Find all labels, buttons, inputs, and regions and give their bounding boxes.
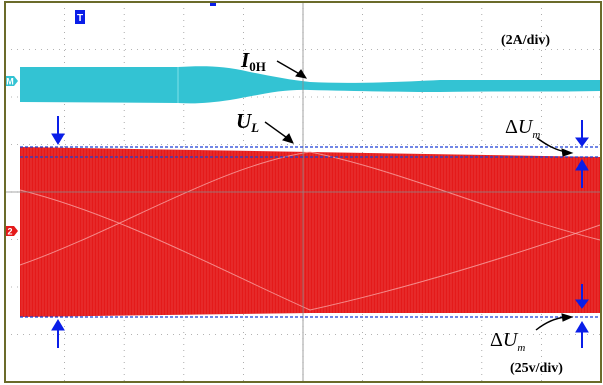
arrow-right-bottom-up	[575, 321, 589, 348]
top-edge-marker	[210, 2, 216, 6]
svg-text:T: T	[77, 13, 83, 24]
label-i0h-pointer	[276, 60, 308, 79]
trigger-marker: T	[75, 10, 85, 24]
delta-top-pointer	[536, 137, 574, 157]
arrow-right-top-up	[575, 159, 589, 188]
scale-label-voltage: (25v/div)	[510, 361, 563, 376]
arrow-right-top-down	[575, 120, 589, 147]
current-trace-i0h	[20, 66, 600, 104]
channel-marker-m-text: M	[6, 77, 14, 87]
channel-marker-m: M	[5, 76, 18, 87]
channel-marker-2: 2	[5, 226, 18, 237]
scale-label-current: (2A/div)	[501, 33, 550, 48]
voltage-envelope-upper	[19, 151, 601, 266]
center-axes	[5, 2, 601, 382]
delta-bottom-pointer	[535, 313, 574, 331]
arrow-left-bottom	[51, 319, 65, 348]
voltage-trace-oscillation	[21, 147, 599, 317]
arrow-left-top	[51, 116, 65, 145]
label-delta-um-top: ΔUm	[505, 116, 540, 141]
label-i0h: I0H	[240, 48, 266, 74]
label-delta-um-bottom: ΔUm	[490, 329, 525, 354]
scope-border	[4, 1, 602, 383]
label-ul: UL	[236, 109, 259, 135]
label-ul-pointer	[264, 121, 294, 144]
channel-marker-2-text: 2	[7, 227, 12, 237]
arrow-right-bottom-down	[575, 284, 589, 309]
voltage-envelope-lower	[19, 189, 601, 311]
